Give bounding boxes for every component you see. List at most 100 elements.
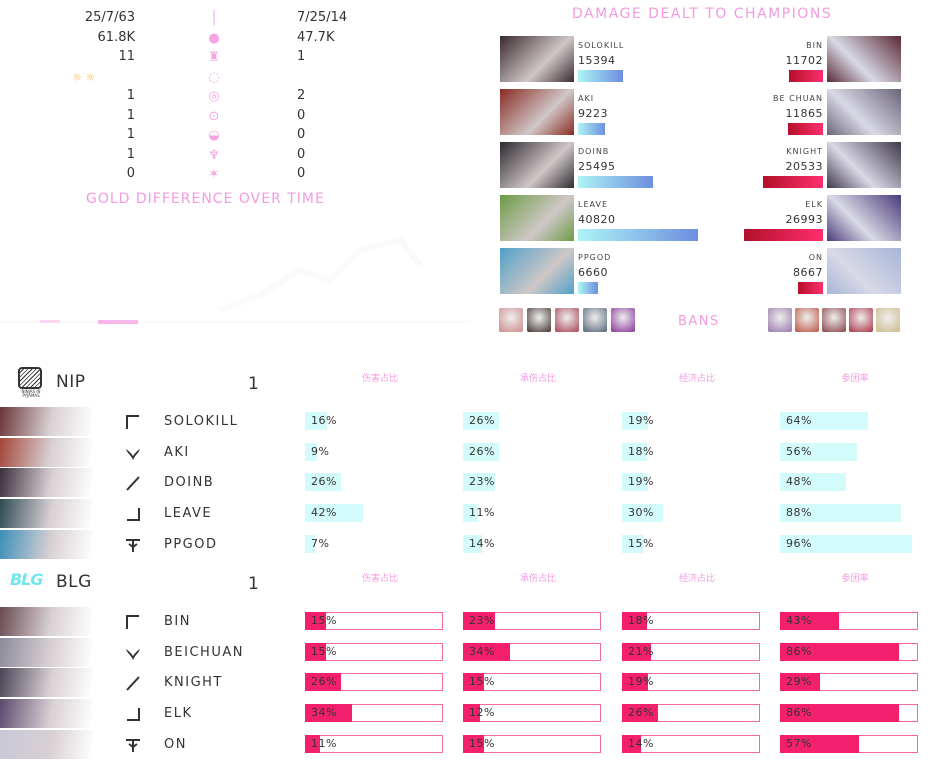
stat-percent: 86% <box>786 706 812 720</box>
stat-column-header: 伤害占比 <box>361 574 398 584</box>
team-score: 1 <box>248 374 259 394</box>
blue-player-name: PPGOD <box>578 253 612 262</box>
stat-bar <box>780 642 899 661</box>
stat-percent: 19% <box>628 475 654 489</box>
sword-icon: │ <box>210 11 218 26</box>
player-row: SOLOKILL 16% 26% 19% 64% <box>0 407 935 438</box>
damage-title: DAMAGE DEALT TO CHAMPIONS <box>572 6 833 22</box>
stat-percent: 26% <box>311 675 337 689</box>
top-lane-icon <box>124 613 142 631</box>
red-team-value: 0 <box>297 107 306 123</box>
red-damage-value: 11865 <box>785 107 823 120</box>
stat-bar <box>622 534 643 553</box>
stat-cell: 34% <box>305 704 443 723</box>
stat-bar <box>305 534 315 553</box>
red-damage-value: 26993 <box>785 213 823 226</box>
player-row: PPGOD 7% 14% 15% 96% <box>0 529 935 561</box>
comparison-row: 11 ♜ 1 <box>0 49 470 69</box>
stat-column-header: 承伤占比 <box>519 574 556 584</box>
stat-percent: 88% <box>786 506 812 520</box>
red-team-value: 0 <box>297 146 306 162</box>
red-ban-portrait <box>849 308 873 332</box>
gold-difference-chart: . <box>0 210 470 324</box>
stat-cell: 14% <box>622 734 760 753</box>
comparison-row: 61.8K ● 47.7K <box>0 30 470 50</box>
blue-player-name: SOLOKILL <box>578 41 625 50</box>
blue-champion-portrait <box>500 89 574 135</box>
stat-column-header: 经济占比 <box>678 374 715 384</box>
red-player-name: BIN <box>806 41 823 50</box>
blue-damage-bar <box>578 70 624 82</box>
stat-percent: 16% <box>311 414 337 427</box>
red-player-name: ON <box>808 253 823 262</box>
player-name: DOINB <box>164 475 215 491</box>
red-champion-portrait <box>827 89 901 135</box>
stat-bar <box>463 612 495 630</box>
player-champion-image <box>0 729 92 759</box>
blg-team-logo: BLG <box>10 570 44 589</box>
stat-bar <box>305 673 341 692</box>
stat-cell: 15% <box>305 612 443 630</box>
rift-herald-icon: ⊙ <box>208 108 220 124</box>
blue-ban-portrait <box>527 308 551 332</box>
blue-champion-portrait <box>500 195 574 241</box>
nip-team-logo <box>18 367 42 389</box>
support-icon <box>124 736 142 754</box>
stat-cell: 18% <box>622 442 760 461</box>
team-logo-caption: NINJAS IN PYJAMAS <box>21 389 41 398</box>
stat-percent: 12% <box>469 706 495 720</box>
stat-column-header: 参团率 <box>841 374 869 384</box>
red-damage-bar <box>788 123 823 135</box>
player-champion-image <box>0 529 92 559</box>
stat-bar <box>780 442 858 461</box>
player-champion-image <box>0 699 92 729</box>
stat-bar <box>463 442 499 461</box>
stat-bar <box>305 734 321 753</box>
stat-percent: 15% <box>311 644 337 658</box>
gold-coins-icon: ● <box>208 30 220 46</box>
player-champion-image <box>0 607 92 636</box>
stat-bar <box>780 504 902 523</box>
blue-team-value: 25/7/63 <box>84 10 135 25</box>
stat-percent: 9% <box>311 444 330 458</box>
stat-cell: 9% <box>305 442 443 461</box>
top-lane-icon <box>124 413 142 431</box>
mid-lane-icon <box>124 674 142 692</box>
stat-bar <box>780 673 821 692</box>
stat-bar <box>622 612 647 630</box>
stat-cell: 19% <box>622 412 760 430</box>
support-icon <box>124 536 142 554</box>
blue-team-value: 1 <box>126 107 135 123</box>
stat-cell: 64% <box>780 412 918 430</box>
blue-ban-portrait <box>611 308 635 332</box>
stat-cell: 11% <box>305 734 443 753</box>
blue-damage-bar <box>578 176 653 188</box>
player-name: LEAVE <box>164 506 213 522</box>
teams-section: NINJAS IN PYJAMAS NIP 1 伤害占比 承伤占比 经济占比 参团率 SOLO… <box>0 362 935 759</box>
stat-percent: 7% <box>311 536 330 550</box>
comparison-row: 1 ◒ 0 <box>0 127 470 147</box>
red-team-value: 0 <box>297 166 306 181</box>
stat-percent: 96% <box>786 536 812 550</box>
blue-champion-portrait <box>500 248 574 294</box>
red-champion-portrait <box>827 142 901 188</box>
blue-ban-portrait <box>583 308 607 332</box>
blue-team-value: 1 <box>126 88 135 103</box>
stat-bar <box>622 442 647 461</box>
stat-percent: 26% <box>469 414 495 427</box>
stat-cell: 19% <box>622 473 760 492</box>
stat-cell: 11% <box>463 504 601 523</box>
gold-chart-title: GOLD DIFFERENCE OVER TIME <box>86 191 325 207</box>
player-name: ELK <box>164 706 193 722</box>
stat-cell: 14% <box>463 534 601 553</box>
blue-champion-portrait <box>500 36 574 82</box>
stat-percent: 15% <box>311 614 337 627</box>
stat-percent: 30% <box>628 506 654 520</box>
stat-bar <box>622 642 651 661</box>
tower-icon: ♜ <box>208 50 220 65</box>
blue-damage-bar <box>578 282 598 294</box>
stat-cell: 23% <box>463 473 601 492</box>
stat-bar <box>622 673 649 692</box>
stat-cell: 15% <box>463 734 601 753</box>
stat-percent: 34% <box>469 644 495 658</box>
